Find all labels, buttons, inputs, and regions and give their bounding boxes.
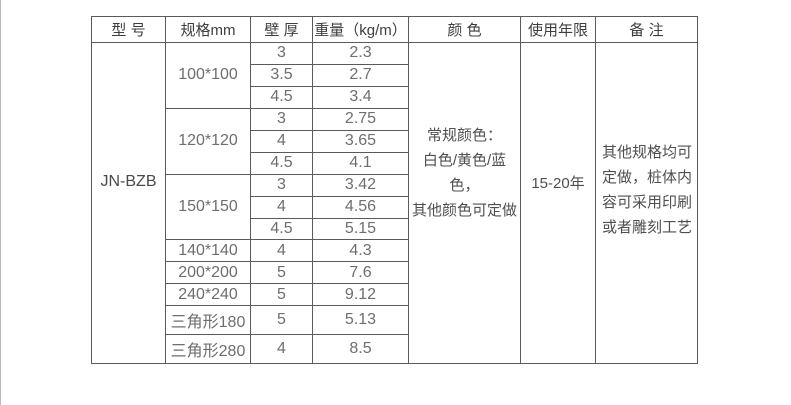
table-row: 4 3.65 (92, 129, 698, 153)
image-left-edge-line (0, 0, 1, 405)
table-header: 型 号规格mm 壁 厚重量（kg/m）颜 色使用年限备 注 (91, 16, 698, 43)
wall-thickness-cell: 5 (250, 261, 313, 285)
table-row: 4 4.56 (92, 195, 698, 219)
spec-cell: 三角形280 (165, 334, 251, 364)
column-header-weight: 重量（kg/m） (312, 16, 409, 43)
spec-cell: 150*150 (165, 173, 251, 241)
spec-cell: 200*200 (165, 261, 251, 285)
table-row: JN-BZB 100*100 3 2.3 常规颜色： 白色/黄色/蓝色， 其他颜色可定做… (91, 42, 698, 364)
spec-cell: 100*100 (165, 42, 251, 109)
weight-cell: 8.5 (312, 334, 409, 364)
weight-cell: 4.56 (312, 195, 409, 219)
column-header-wall: 壁 厚 (250, 16, 313, 43)
notes-cell: 其他规格均可 定做，桩体内 容可采用印刷 或者雕刻工艺 (595, 42, 698, 364)
column-header-spec: 规格mm (165, 16, 251, 43)
color-cell: 常规颜色： 白色/黄色/蓝色， 其他颜色可定做 (408, 42, 521, 364)
wall-thickness-cell: 4 (250, 195, 313, 219)
product-spec-table: 型 号规格mm 壁 厚重量（kg/m）颜 色使用年限备 注 JN-BZB 100*1… (91, 16, 698, 364)
column-header-notes: 备 注 (595, 16, 698, 43)
column-header-model: 型 号 (91, 16, 166, 43)
weight-cell: 7.6 (312, 261, 409, 285)
wall-thickness-cell: 5 (250, 305, 313, 336)
weight-cell: 4.1 (312, 151, 409, 175)
column-header-color: 颜 色 (408, 16, 521, 43)
wall-thickness-cell: 4 (250, 239, 313, 263)
weight-cell: 2.7 (312, 63, 409, 87)
weight-cell: 5.15 (312, 217, 409, 241)
weight-cell: 3.4 (312, 85, 409, 109)
wall-thickness-cell: 3 (250, 173, 313, 197)
wall-thickness-cell: 4.5 (250, 85, 313, 109)
spec-cell: 120*120 (165, 107, 251, 175)
header-row: 型 号规格mm 壁 厚重量（kg/m）颜 色使用年限备 注 (91, 16, 698, 43)
wall-thickness-cell: 3 (250, 42, 313, 65)
weight-cell: 3.42 (312, 173, 409, 197)
weight-cell: 3.65 (312, 129, 409, 153)
table-row: 三角形180 5 5.13 (92, 305, 698, 336)
table-body: JN-BZB 100*100 3 2.3 常规颜色： 白色/黄色/蓝色， 其他颜色可定做… (91, 42, 698, 364)
wall-thickness-cell: 4 (250, 334, 313, 364)
wall-thickness-cell: 5 (250, 283, 313, 307)
weight-cell: 5.13 (312, 305, 409, 336)
weight-cell: 2.75 (312, 107, 409, 131)
table-row: 140*140 4 4.3 (92, 239, 698, 263)
spec-cell: 240*240 (165, 283, 251, 307)
column-header-life: 使用年限 (520, 16, 596, 43)
weight-cell: 2.3 (312, 42, 409, 65)
spec-cell: 三角形180 (165, 305, 251, 336)
model-cell: JN-BZB (91, 42, 166, 364)
weight-cell: 9.12 (312, 283, 409, 307)
table-row: 三角形280 4 8.5 (92, 334, 698, 364)
table-row: 4.5 5.15 (92, 217, 698, 241)
wall-thickness-cell: 3 (250, 107, 313, 131)
table-row: 4.5 4.1 (92, 151, 698, 175)
spec-cell: 140*140 (165, 239, 251, 263)
wall-thickness-cell: 4.5 (250, 151, 313, 175)
wall-thickness-cell: 4 (250, 129, 313, 153)
table-row: 120*120 3 2.75 (92, 107, 698, 175)
table-row: 240*240 5 9.12 (92, 283, 698, 307)
wall-thickness-cell: 4.5 (250, 217, 313, 241)
weight-cell: 4.3 (312, 239, 409, 263)
service-life-cell: 15-20年 (520, 42, 596, 364)
wall-thickness-cell: 3.5 (250, 63, 313, 87)
